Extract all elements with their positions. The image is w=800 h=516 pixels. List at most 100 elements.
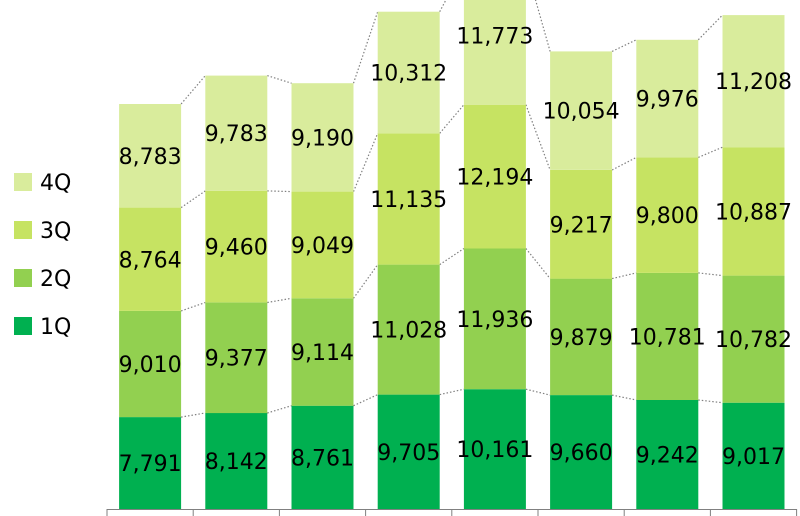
bar-3q-1 xyxy=(119,207,182,311)
bar-2q-2 xyxy=(205,302,268,414)
data-label-4q-8: 11,208 xyxy=(715,70,792,95)
connector-4q-2 xyxy=(267,75,292,84)
bar-4q-1 xyxy=(119,104,182,208)
bar-2q-7 xyxy=(636,272,699,400)
data-label-2q-4: 11,028 xyxy=(370,319,447,344)
legend-swatch-2q xyxy=(14,269,32,287)
connector-1q-3 xyxy=(353,394,378,407)
data-label-4q-6: 10,054 xyxy=(543,100,620,125)
connector-4q-1 xyxy=(180,75,206,105)
data-label-3q-8: 10,887 xyxy=(715,200,792,225)
connector-1q-2 xyxy=(267,405,292,414)
bars xyxy=(119,0,785,509)
bar-3q-5 xyxy=(463,104,526,249)
data-label-2q-7: 10,781 xyxy=(629,326,706,351)
bar-1q-3 xyxy=(291,405,354,509)
data-label-2q-2: 9,377 xyxy=(205,347,268,372)
bar-3q-4 xyxy=(377,133,440,265)
data-labels: 7,791 9,010 8,764 8,783 8,142 9,377 9,460 9,783… xyxy=(119,24,792,477)
data-label-3q-4: 11,135 xyxy=(370,188,447,213)
bar-1q-6 xyxy=(550,395,613,509)
bar-3q-3 xyxy=(291,191,354,299)
legend-swatch-1q xyxy=(14,317,32,335)
data-label-3q-2: 9,460 xyxy=(205,236,268,261)
connector-1q-6 xyxy=(611,394,637,401)
connector-2q-4 xyxy=(439,248,465,266)
connector-1q-1 xyxy=(180,412,206,418)
bar-1q-5 xyxy=(463,389,526,509)
connector-4q-6 xyxy=(611,39,637,52)
data-label-4q-7: 9,976 xyxy=(636,88,699,113)
connector-2q-7 xyxy=(698,272,723,277)
bar-2q-8 xyxy=(722,275,785,403)
bar-4q-4 xyxy=(377,11,440,134)
bar-1q-8 xyxy=(722,402,785,509)
data-label-2q-5: 11,936 xyxy=(456,308,533,333)
bar-4q-7 xyxy=(636,39,699,158)
data-label-1q-2: 8,142 xyxy=(205,450,268,475)
legend-swatch-3q xyxy=(14,221,32,239)
bar-3q-6 xyxy=(550,170,613,279)
bar-4q-8 xyxy=(722,15,785,148)
connector-2q-1 xyxy=(180,301,206,312)
bar-2q-3 xyxy=(291,298,354,406)
connector-2q-6 xyxy=(611,272,637,280)
data-label-3q-6: 9,217 xyxy=(550,213,613,238)
legend-label-3q: 3Q xyxy=(40,219,71,244)
legend-swatch-4q xyxy=(14,173,32,191)
connector-3q-4 xyxy=(439,104,465,134)
data-label-1q-7: 9,242 xyxy=(636,444,699,469)
data-label-1q-1: 7,791 xyxy=(119,452,182,477)
connector-3q-1 xyxy=(180,190,206,209)
data-label-1q-8: 9,017 xyxy=(722,445,785,470)
bar-2q-4 xyxy=(377,264,440,395)
data-label-1q-3: 8,761 xyxy=(291,446,354,471)
legend-label-4q: 4Q xyxy=(40,171,71,196)
data-label-1q-4: 9,705 xyxy=(377,441,440,466)
connector-3q-2 xyxy=(267,190,292,193)
bar-4q-5 xyxy=(463,0,526,105)
bar-4q-2 xyxy=(205,75,268,191)
data-label-4q-4: 10,312 xyxy=(370,62,447,87)
data-label-2q-8: 10,782 xyxy=(715,328,792,353)
legend: 4Q 3Q 2Q 1Q xyxy=(14,171,71,340)
data-label-2q-3: 9,114 xyxy=(291,341,354,366)
legend-label-2q: 2Q xyxy=(40,267,71,292)
data-label-3q-7: 9,800 xyxy=(636,204,699,229)
data-label-4q-3: 9,190 xyxy=(291,126,354,151)
connector-4q-5 xyxy=(534,0,551,52)
data-label-4q-2: 9,783 xyxy=(205,122,268,147)
connector-1q-4 xyxy=(439,388,465,396)
bar-3q-8 xyxy=(722,147,785,276)
connector-4q-4 xyxy=(439,0,447,12)
bar-1q-4 xyxy=(377,394,440,509)
connector-1q-5 xyxy=(525,388,551,396)
data-label-3q-5: 12,194 xyxy=(456,166,533,191)
data-label-1q-6: 9,660 xyxy=(550,441,613,466)
data-label-3q-1: 8,764 xyxy=(119,248,182,273)
connector-2q-2 xyxy=(267,297,292,304)
data-label-4q-5: 11,773 xyxy=(456,24,533,49)
data-label-4q-1: 8,783 xyxy=(119,145,182,170)
connector-3q-6 xyxy=(611,156,637,171)
bar-3q-2 xyxy=(205,190,268,303)
bar-2q-5 xyxy=(463,248,526,390)
connector-2q-5 xyxy=(525,248,551,279)
bar-2q-6 xyxy=(550,278,613,396)
legend-label-1q: 1Q xyxy=(40,315,71,340)
connector-1q-7 xyxy=(698,399,723,404)
data-label-3q-3: 9,049 xyxy=(291,234,354,259)
bar-3q-7 xyxy=(636,157,699,273)
bar-1q-1 xyxy=(119,417,182,509)
x-axis xyxy=(106,509,798,516)
bar-2q-1 xyxy=(119,310,182,418)
connector-3q-7 xyxy=(698,146,723,158)
connector-3q-5 xyxy=(525,104,551,171)
bar-1q-7 xyxy=(636,400,699,509)
bar-1q-2 xyxy=(205,413,268,509)
bar-4q-3 xyxy=(291,83,354,192)
data-label-1q-5: 10,161 xyxy=(456,438,533,463)
series-connector-lines xyxy=(180,0,723,418)
connector-4q-7 xyxy=(697,14,723,41)
